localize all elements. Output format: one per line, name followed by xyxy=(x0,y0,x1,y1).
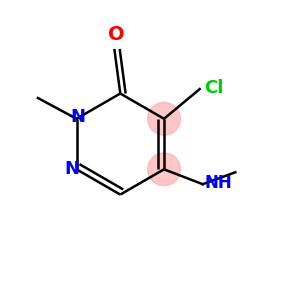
Text: NH: NH xyxy=(204,174,232,192)
Text: O: O xyxy=(108,26,125,44)
Circle shape xyxy=(148,102,180,135)
Text: N: N xyxy=(64,160,80,178)
Text: Cl: Cl xyxy=(204,79,224,97)
Circle shape xyxy=(148,153,180,186)
Text: N: N xyxy=(70,108,86,126)
